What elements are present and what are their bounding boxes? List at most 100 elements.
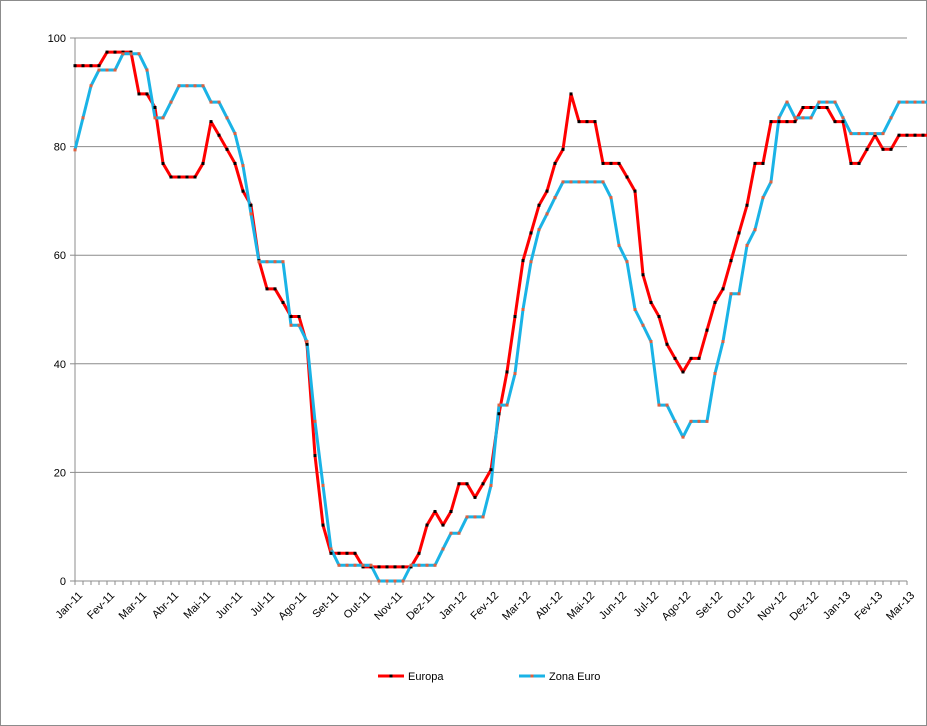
data-point — [401, 565, 405, 569]
data-point — [857, 161, 861, 165]
data-point — [633, 308, 637, 311]
data-point — [633, 189, 637, 193]
data-point — [185, 175, 189, 179]
data-point — [489, 483, 493, 487]
data-point — [737, 292, 741, 296]
x-tick-label: Mai-12 — [565, 590, 597, 622]
data-point — [201, 161, 205, 165]
data-point — [625, 175, 629, 179]
data-point — [177, 175, 181, 179]
x-tick-label: Abr-12 — [533, 590, 565, 622]
legend-label-0: Europa — [408, 671, 444, 683]
data-point — [281, 260, 285, 264]
data-point — [609, 161, 613, 165]
data-point — [865, 147, 869, 151]
data-point — [393, 565, 397, 569]
data-point — [857, 132, 861, 136]
data-point — [793, 116, 797, 120]
data-point — [897, 133, 901, 137]
data-point — [729, 259, 733, 263]
data-point — [497, 403, 501, 407]
data-point — [497, 412, 501, 416]
x-tick-label: Dez-12 — [788, 590, 822, 624]
data-point — [825, 106, 829, 110]
data-point — [769, 180, 773, 184]
data-point — [761, 196, 765, 200]
data-point — [169, 100, 173, 104]
legend-marker — [389, 674, 393, 678]
data-point — [433, 563, 437, 567]
data-point — [753, 161, 757, 165]
data-point — [905, 133, 909, 137]
legend: Europa Zona Euro — [378, 671, 600, 683]
data-point — [641, 323, 645, 327]
data-point — [777, 120, 781, 124]
data-point — [209, 100, 213, 104]
data-point — [753, 228, 757, 232]
data-point — [465, 515, 469, 519]
y-tick-label: 100 — [48, 33, 66, 45]
data-point — [313, 454, 317, 458]
x-tick-label: Jan-11 — [54, 590, 86, 622]
data-point — [833, 120, 837, 124]
data-point — [913, 100, 917, 104]
data-point — [297, 323, 301, 327]
data-point — [145, 68, 149, 72]
data-point — [321, 523, 325, 527]
data-point — [377, 565, 381, 569]
data-point — [337, 551, 341, 555]
data-point — [233, 161, 237, 165]
data-point — [265, 260, 269, 264]
data-point — [809, 106, 813, 110]
data-point — [705, 419, 709, 423]
data-point — [521, 259, 525, 263]
data-point — [169, 175, 173, 179]
data-point — [185, 84, 189, 88]
data-point — [513, 372, 517, 376]
data-point — [545, 189, 549, 193]
data-point — [201, 84, 205, 88]
data-point — [161, 116, 165, 120]
data-point — [657, 403, 661, 407]
x-tick-label: Mar-13 — [884, 590, 917, 623]
data-point — [665, 342, 669, 346]
x-tick-label: Out-12 — [725, 590, 757, 622]
data-point — [105, 68, 109, 72]
data-point — [441, 523, 445, 527]
data-point — [505, 403, 509, 407]
data-point — [409, 565, 413, 569]
data-point — [281, 300, 285, 304]
data-point — [889, 147, 893, 151]
data-point — [769, 120, 773, 124]
data-point — [73, 148, 77, 152]
data-point — [481, 482, 485, 486]
data-point — [689, 356, 693, 360]
data-point — [105, 50, 109, 54]
x-tick-label: Jan-12 — [437, 590, 469, 622]
data-point — [609, 196, 613, 200]
data-point — [249, 212, 253, 216]
data-point — [249, 203, 253, 207]
data-point — [833, 100, 837, 104]
data-point — [257, 260, 261, 264]
data-point — [657, 315, 661, 319]
data-point — [225, 147, 229, 151]
data-point — [97, 68, 101, 72]
data-point — [217, 100, 221, 104]
x-tick-label: Jun-12 — [597, 590, 629, 622]
data-point — [921, 133, 925, 137]
data-point — [761, 161, 765, 165]
data-point — [713, 300, 717, 304]
data-point — [673, 419, 677, 423]
data-point — [785, 120, 789, 124]
data-point — [545, 212, 549, 216]
data-point — [681, 435, 685, 439]
series-lines — [73, 50, 927, 583]
data-point — [817, 100, 821, 104]
data-point — [153, 116, 157, 120]
data-point — [193, 175, 197, 179]
x-tick-label: Mai-11 — [182, 590, 214, 622]
x-axis: Jan-11 Fev-11 Mar-11 Abr-11 Mai-11 Jun-11 Jul-… — [54, 580, 917, 624]
data-point — [729, 292, 733, 296]
